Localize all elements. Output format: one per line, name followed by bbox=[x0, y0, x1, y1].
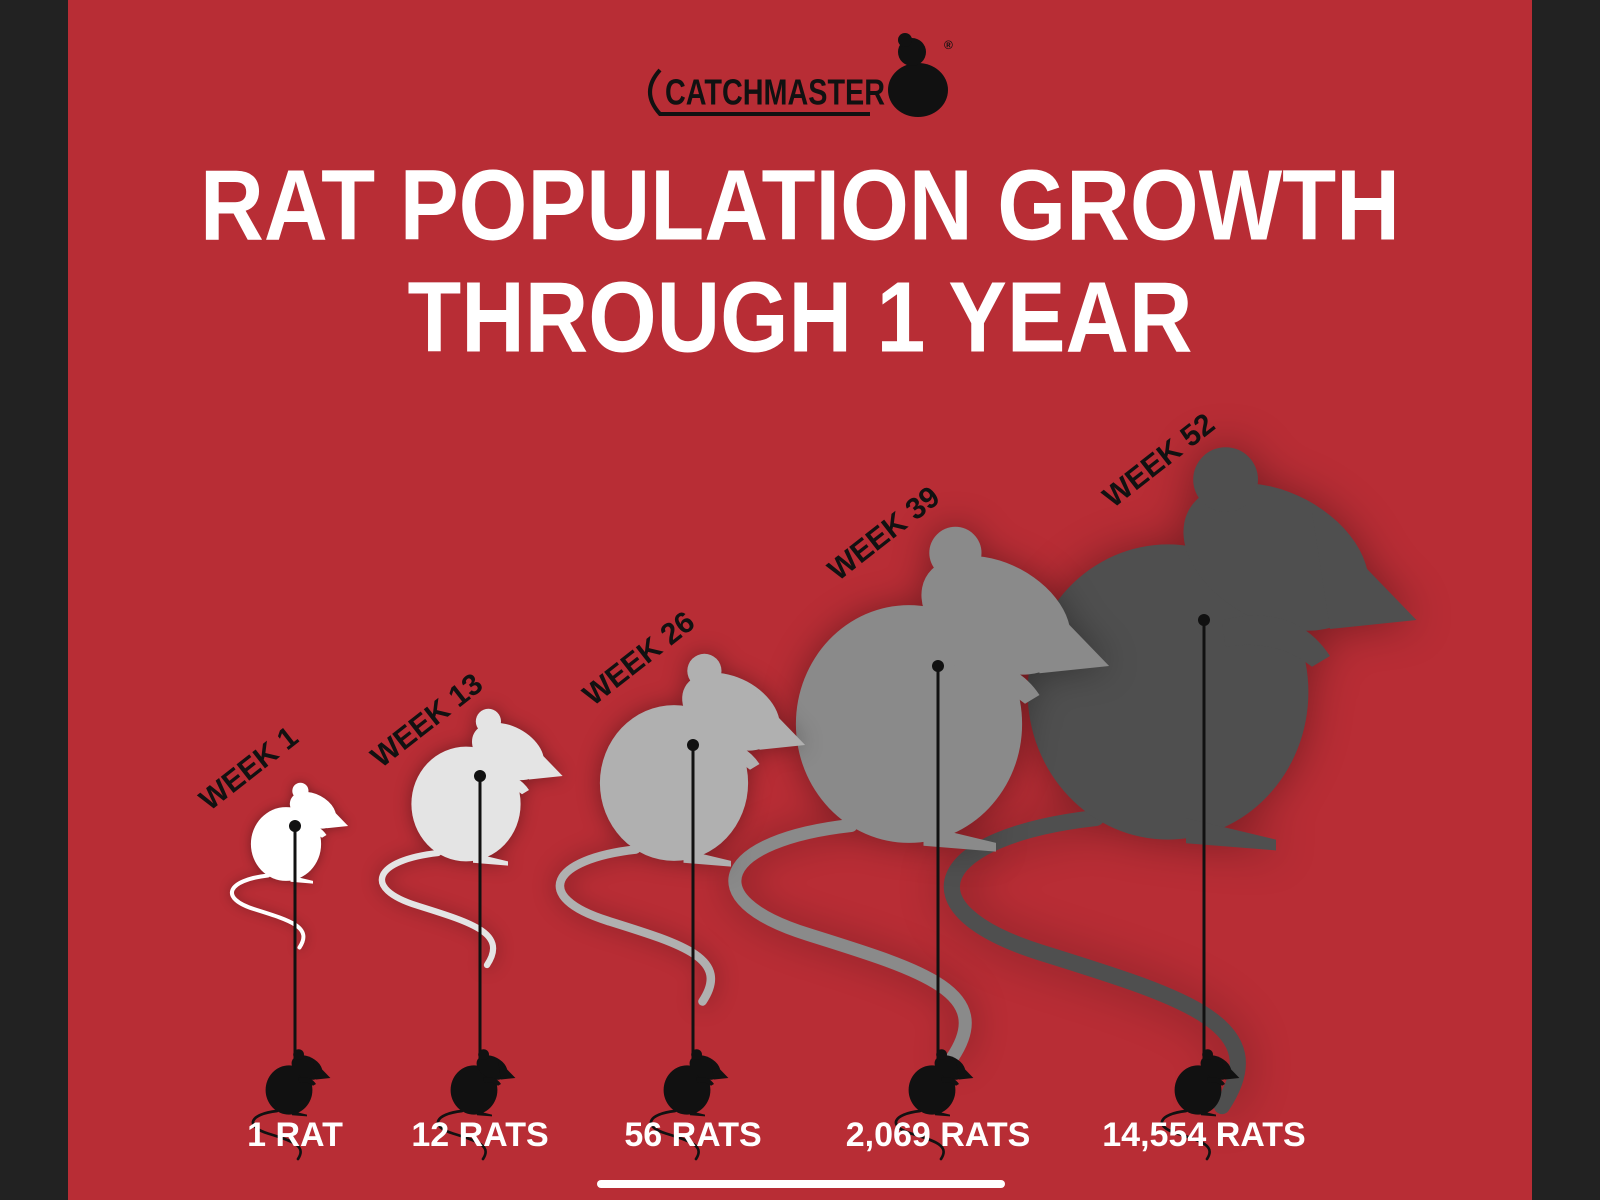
rat-tail bbox=[728, 818, 972, 1065]
count-icon bbox=[251, 1049, 331, 1161]
rat-paw bbox=[702, 742, 760, 770]
rat-head bbox=[1200, 1055, 1232, 1080]
rat-foot bbox=[292, 1111, 307, 1117]
rat-tail bbox=[649, 1109, 700, 1161]
rat-ear bbox=[691, 1049, 702, 1060]
count-icon bbox=[436, 1049, 516, 1161]
logo-text: CATCHMASTER bbox=[665, 72, 885, 113]
pointer-dot bbox=[474, 770, 486, 782]
rat-foot bbox=[935, 1111, 950, 1117]
rat-head bbox=[291, 1055, 323, 1080]
logo-swoosh bbox=[648, 68, 870, 116]
rat-snout bbox=[1222, 1060, 1240, 1080]
rat-ear bbox=[929, 526, 982, 579]
home-indicator bbox=[597, 1180, 1005, 1188]
rat-paw bbox=[299, 824, 327, 838]
rat-head bbox=[934, 1055, 966, 1080]
rat-ear bbox=[687, 653, 722, 688]
logo-rat bbox=[888, 63, 948, 117]
rat-foot bbox=[683, 849, 731, 867]
rat-head bbox=[689, 1055, 721, 1080]
count-icon bbox=[894, 1049, 974, 1161]
rat-ear bbox=[1202, 1049, 1213, 1060]
rat-head bbox=[476, 1055, 508, 1080]
count-label: 56 RATS bbox=[624, 1116, 761, 1154]
rat-paw bbox=[1222, 615, 1330, 667]
rat-ear bbox=[292, 782, 309, 799]
rat-foot bbox=[923, 825, 996, 852]
rat-snout bbox=[750, 688, 806, 750]
pointer-dot bbox=[1198, 614, 1210, 626]
rat-tail bbox=[230, 873, 306, 950]
rat-foot bbox=[690, 1111, 705, 1117]
rat-foot bbox=[1201, 1111, 1216, 1117]
rat-paw bbox=[487, 774, 529, 795]
count-label: 12 RATS bbox=[411, 1116, 548, 1154]
pointer-dot bbox=[687, 739, 699, 751]
rat-ear bbox=[293, 1049, 304, 1060]
rat-snout bbox=[956, 1060, 974, 1080]
title-line: THROUGH 1 YEAR bbox=[408, 261, 1193, 373]
rat-paw bbox=[298, 1077, 316, 1086]
rat-foot bbox=[1186, 818, 1276, 851]
rat-silhouette bbox=[943, 447, 1417, 1115]
logo-mark: ® bbox=[944, 38, 953, 52]
rat-head bbox=[1183, 483, 1369, 631]
rat-tail bbox=[251, 1109, 302, 1161]
rat-paw bbox=[483, 1077, 501, 1086]
rat-silhouette bbox=[230, 782, 349, 950]
rat-silhouette bbox=[378, 708, 563, 969]
rat-head bbox=[682, 672, 780, 751]
rat-snout bbox=[522, 734, 563, 780]
rat-head bbox=[472, 722, 544, 781]
count-label: 1 RAT bbox=[247, 1116, 343, 1154]
rat-snout bbox=[498, 1060, 516, 1080]
rat-silhouette bbox=[555, 653, 806, 1006]
logo: CATCHMASTER ® bbox=[648, 33, 953, 117]
logo-rat-ear bbox=[898, 33, 912, 47]
count-label: 14,554 RATS bbox=[1102, 1116, 1305, 1154]
pointer-dot bbox=[289, 820, 301, 832]
rat-snout bbox=[313, 1060, 331, 1080]
rat-tail bbox=[378, 849, 497, 969]
rat-snout bbox=[711, 1060, 729, 1080]
rat-paw bbox=[941, 1077, 959, 1086]
rat-tail bbox=[436, 1109, 487, 1161]
rat-snout bbox=[1025, 579, 1110, 674]
title-line: RAT POPULATION GROWTH bbox=[200, 149, 1400, 261]
rat-paw bbox=[952, 662, 1040, 704]
rat-foot bbox=[473, 853, 508, 866]
count-label: 2,069 RATS bbox=[846, 1116, 1031, 1154]
count-icon bbox=[1160, 1049, 1240, 1161]
rat-head bbox=[921, 555, 1071, 675]
count-icon bbox=[649, 1049, 729, 1161]
rat-ear bbox=[1193, 447, 1258, 512]
rat-paw bbox=[1207, 1077, 1225, 1086]
rat-snout bbox=[1312, 512, 1417, 629]
rat-tail bbox=[894, 1109, 945, 1161]
rat-paw bbox=[696, 1077, 714, 1086]
rat-head bbox=[289, 791, 337, 829]
rat-tail bbox=[1160, 1109, 1211, 1161]
rat-ear bbox=[475, 708, 501, 734]
rat-ear bbox=[936, 1049, 947, 1060]
rat-silhouette bbox=[728, 526, 1110, 1065]
rat-foot bbox=[477, 1111, 492, 1117]
rat-ear bbox=[478, 1049, 489, 1060]
rat-tail bbox=[555, 845, 716, 1006]
rat-snout bbox=[322, 799, 349, 829]
pointer-dot bbox=[932, 660, 944, 672]
